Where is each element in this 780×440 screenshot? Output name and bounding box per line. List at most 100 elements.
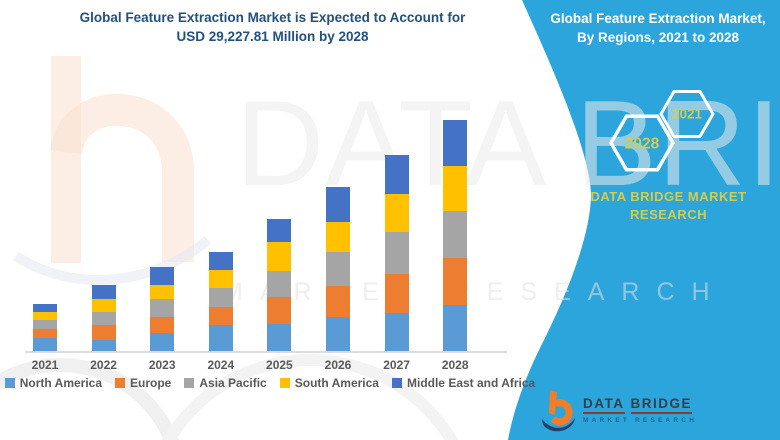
bar-segment-2027-europe [384, 274, 409, 313]
watermark-swoosh [13, 236, 212, 285]
legend-swatch [4, 378, 15, 388]
bar-2025 [267, 219, 292, 352]
bar-2028 [443, 120, 468, 352]
x-axis-label-2028: 2028 [441, 358, 469, 372]
legend-item-middle-east-and-africa: Middle East and Africa [391, 376, 536, 390]
legend-item-north-america: North America [4, 376, 103, 390]
x-axis-line [25, 351, 507, 353]
bar-segment-2026-south-america [326, 222, 350, 252]
bar-segment-2023-middle-east-and-africa [150, 267, 175, 285]
x-axis-label-2022: 2022 [90, 358, 117, 372]
bar-segment-2025-middle-east-and-africa [267, 219, 292, 242]
bar-segment-2027-middle-east-and-africa [384, 155, 409, 194]
bar-2027 [384, 155, 409, 352]
bar-segment-2022-north-america [91, 340, 116, 352]
bars-container [33, 0, 513, 352]
bar-segment-2028-asia-pacific [443, 211, 468, 258]
bar-segment-2025-europe [267, 297, 292, 324]
legend-label: Europe [130, 376, 172, 390]
bar-segment-2025-asia-pacific [267, 271, 292, 297]
x-axis-label-2021: 2021 [31, 358, 59, 372]
bar-segment-2021-middle-east-and-africa [33, 304, 57, 312]
bar-segment-2023-south-america [150, 285, 175, 299]
logo-name-word1: DATA [583, 396, 625, 414]
brand-text-line2: RESEARCH [630, 207, 707, 222]
watermark-circle [0, 358, 179, 440]
panel-title-line2: By Regions, 2021 to 2028 [576, 30, 740, 45]
bar-segment-2028-europe [443, 258, 468, 305]
bar-segment-2024-north-america [208, 325, 233, 352]
bar-segment-2028-north-america [443, 305, 468, 352]
logo-swoosh [542, 418, 575, 432]
bar-segment-2028-south-america [443, 166, 468, 211]
legend-label: Asia Pacific [199, 376, 267, 390]
x-axis-label-2023: 2023 [148, 358, 176, 372]
chart-title: Global Feature Extraction Market is Expe… [0, 8, 545, 46]
legend-item-asia-pacific: Asia Pacific [184, 376, 267, 390]
bar-segment-2027-north-america [384, 313, 409, 352]
bar-chart: 2021 2022 2023 2024 2025 2026 2027 2028 North A… [0, 0, 540, 390]
hexagon-2021 [659, 90, 715, 138]
chart-title-line1: Global Feature Extraction Market is Expe… [79, 10, 466, 25]
bar-segment-2021-asia-pacific [33, 320, 57, 329]
legend-item-europe: Europe [115, 376, 171, 390]
hexagon-2028 [608, 114, 676, 172]
bar-segment-2021-south-america [33, 312, 57, 320]
data-bridge-logo-icon [542, 390, 575, 432]
bar-segment-2023-europe [150, 317, 175, 333]
bar-segment-2023-north-america [150, 333, 175, 352]
bar-segment-2026-europe [326, 286, 350, 317]
bar-segment-2024-europe [208, 307, 233, 325]
bar-2023 [150, 267, 175, 352]
x-axis-label-2025: 2025 [266, 358, 293, 372]
bar-2026 [326, 187, 350, 352]
x-axis-label-2026: 2026 [324, 358, 352, 372]
x-axis-labels: 2021 2022 2023 2024 2025 2026 2027 2028 [0, 358, 540, 374]
legend-label: Middle East and Africa [406, 376, 536, 390]
x-axis-label-2024: 2024 [207, 358, 235, 372]
bar-segment-2022-middle-east-and-africa [91, 285, 116, 299]
bar-segment-2026-north-america [326, 317, 350, 352]
bar-segment-2021-europe [33, 329, 57, 338]
bar-segment-2024-south-america [208, 270, 233, 288]
data-bridge-logo: DATA BRIDGE MARKET RESEARCH [540, 388, 697, 432]
bar-segment-2026-middle-east-and-africa [326, 187, 350, 222]
hexagon-2021-label: 2021 [672, 107, 703, 122]
legend-swatch [184, 378, 195, 388]
x-axis-label-2027: 2027 [383, 358, 410, 372]
bar-segment-2022-south-america [91, 299, 116, 312]
watermark-circle [161, 354, 459, 440]
logo-b-stem [549, 390, 557, 415]
legend-label: South America [294, 376, 379, 390]
chart-title-line2: USD 29,227.81 Million by 2028 [176, 29, 369, 44]
bar-segment-2022-europe [91, 325, 116, 340]
bar-segment-2024-asia-pacific [208, 288, 233, 307]
brand-text: DATA BRIDGE MARKET RESEARCH [566, 188, 771, 224]
legend-swatch [115, 378, 126, 388]
hexagon-2028-label: 2028 [625, 136, 660, 153]
logo-b-bowl [550, 399, 573, 426]
panel-title: Global Feature Extraction Market, By Reg… [543, 9, 773, 47]
legend-label: North America [19, 376, 103, 390]
logo-name: DATA BRIDGE [583, 396, 697, 414]
bar-2022 [91, 285, 116, 352]
bar-segment-2022-asia-pacific [91, 312, 116, 325]
chart-legend: North America Europe Asia Pacific South Ame… [0, 376, 540, 390]
legend-swatch [279, 378, 290, 388]
legend-swatch [391, 378, 402, 388]
logo-subtitle: MARKET RESEARCH [583, 417, 698, 424]
bar-segment-2025-south-america [267, 242, 292, 271]
legend-item-south-america: South America [279, 376, 379, 390]
logo-name-word2: BRIDGE [630, 396, 693, 414]
logo-text: DATA BRIDGE MARKET RESEARCH [583, 396, 697, 424]
bar-segment-2021-north-america [33, 338, 57, 352]
bar-segment-2026-asia-pacific [326, 252, 350, 286]
watermark-b-arch [50, 93, 194, 262]
bar-segment-2025-north-america [267, 324, 292, 352]
bar-segment-2024-middle-east-and-africa [208, 252, 233, 270]
bar-2024 [208, 252, 233, 352]
brand-text-line1: DATA BRIDGE MARKET [590, 189, 747, 204]
